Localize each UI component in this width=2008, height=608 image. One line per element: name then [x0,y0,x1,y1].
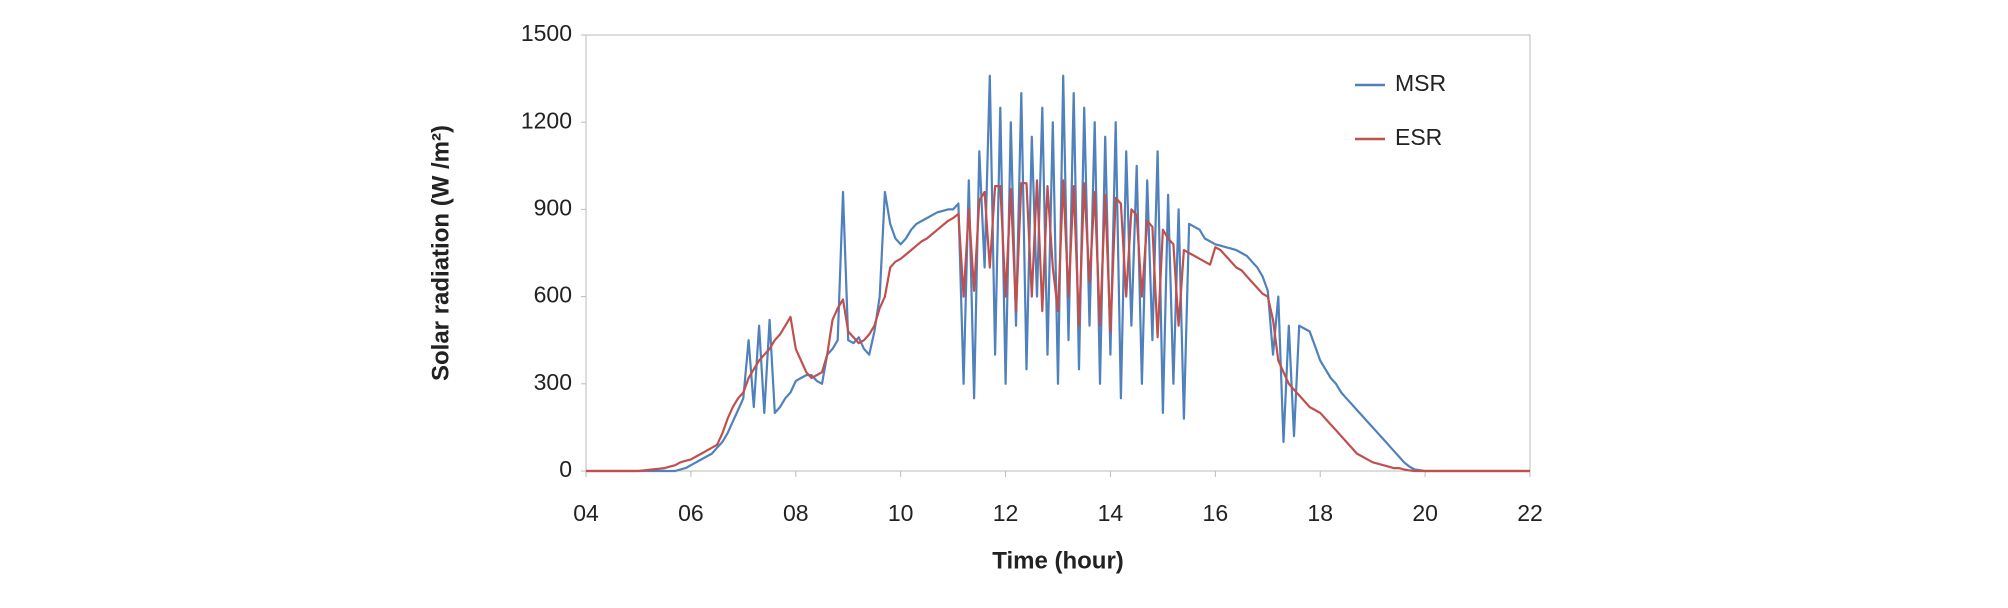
series-line [586,179,1530,473]
plot-frame [585,34,1531,472]
y-axis-title: Solar radiation (W /m²) [427,125,454,381]
x-tick-label: 14 [1098,500,1124,526]
y-tick-label: 1500 [521,20,572,46]
x-tick-label: 22 [1517,500,1543,526]
y-tick-label: 900 [534,194,572,220]
y-tick-label: 1200 [521,107,572,133]
legend-label: MSR [1395,70,1446,96]
legend-label: ESR [1395,124,1442,150]
y-tick-label: 600 [534,282,572,308]
x-tick-label: 06 [678,500,704,526]
x-tick-label: 10 [888,500,914,526]
x-tick-label: 18 [1307,500,1333,526]
y-tick-label: 300 [534,369,572,395]
x-tick-label: 16 [1203,500,1229,526]
x-tick-label: 20 [1412,500,1438,526]
series-line [586,74,1530,473]
y-tick-label: 0 [559,456,572,482]
x-axis-title: Time (hour) [992,547,1124,574]
x-tick-label: 08 [783,500,809,526]
x-tick-label: 04 [573,500,599,526]
x-tick-label: 12 [993,500,1019,526]
